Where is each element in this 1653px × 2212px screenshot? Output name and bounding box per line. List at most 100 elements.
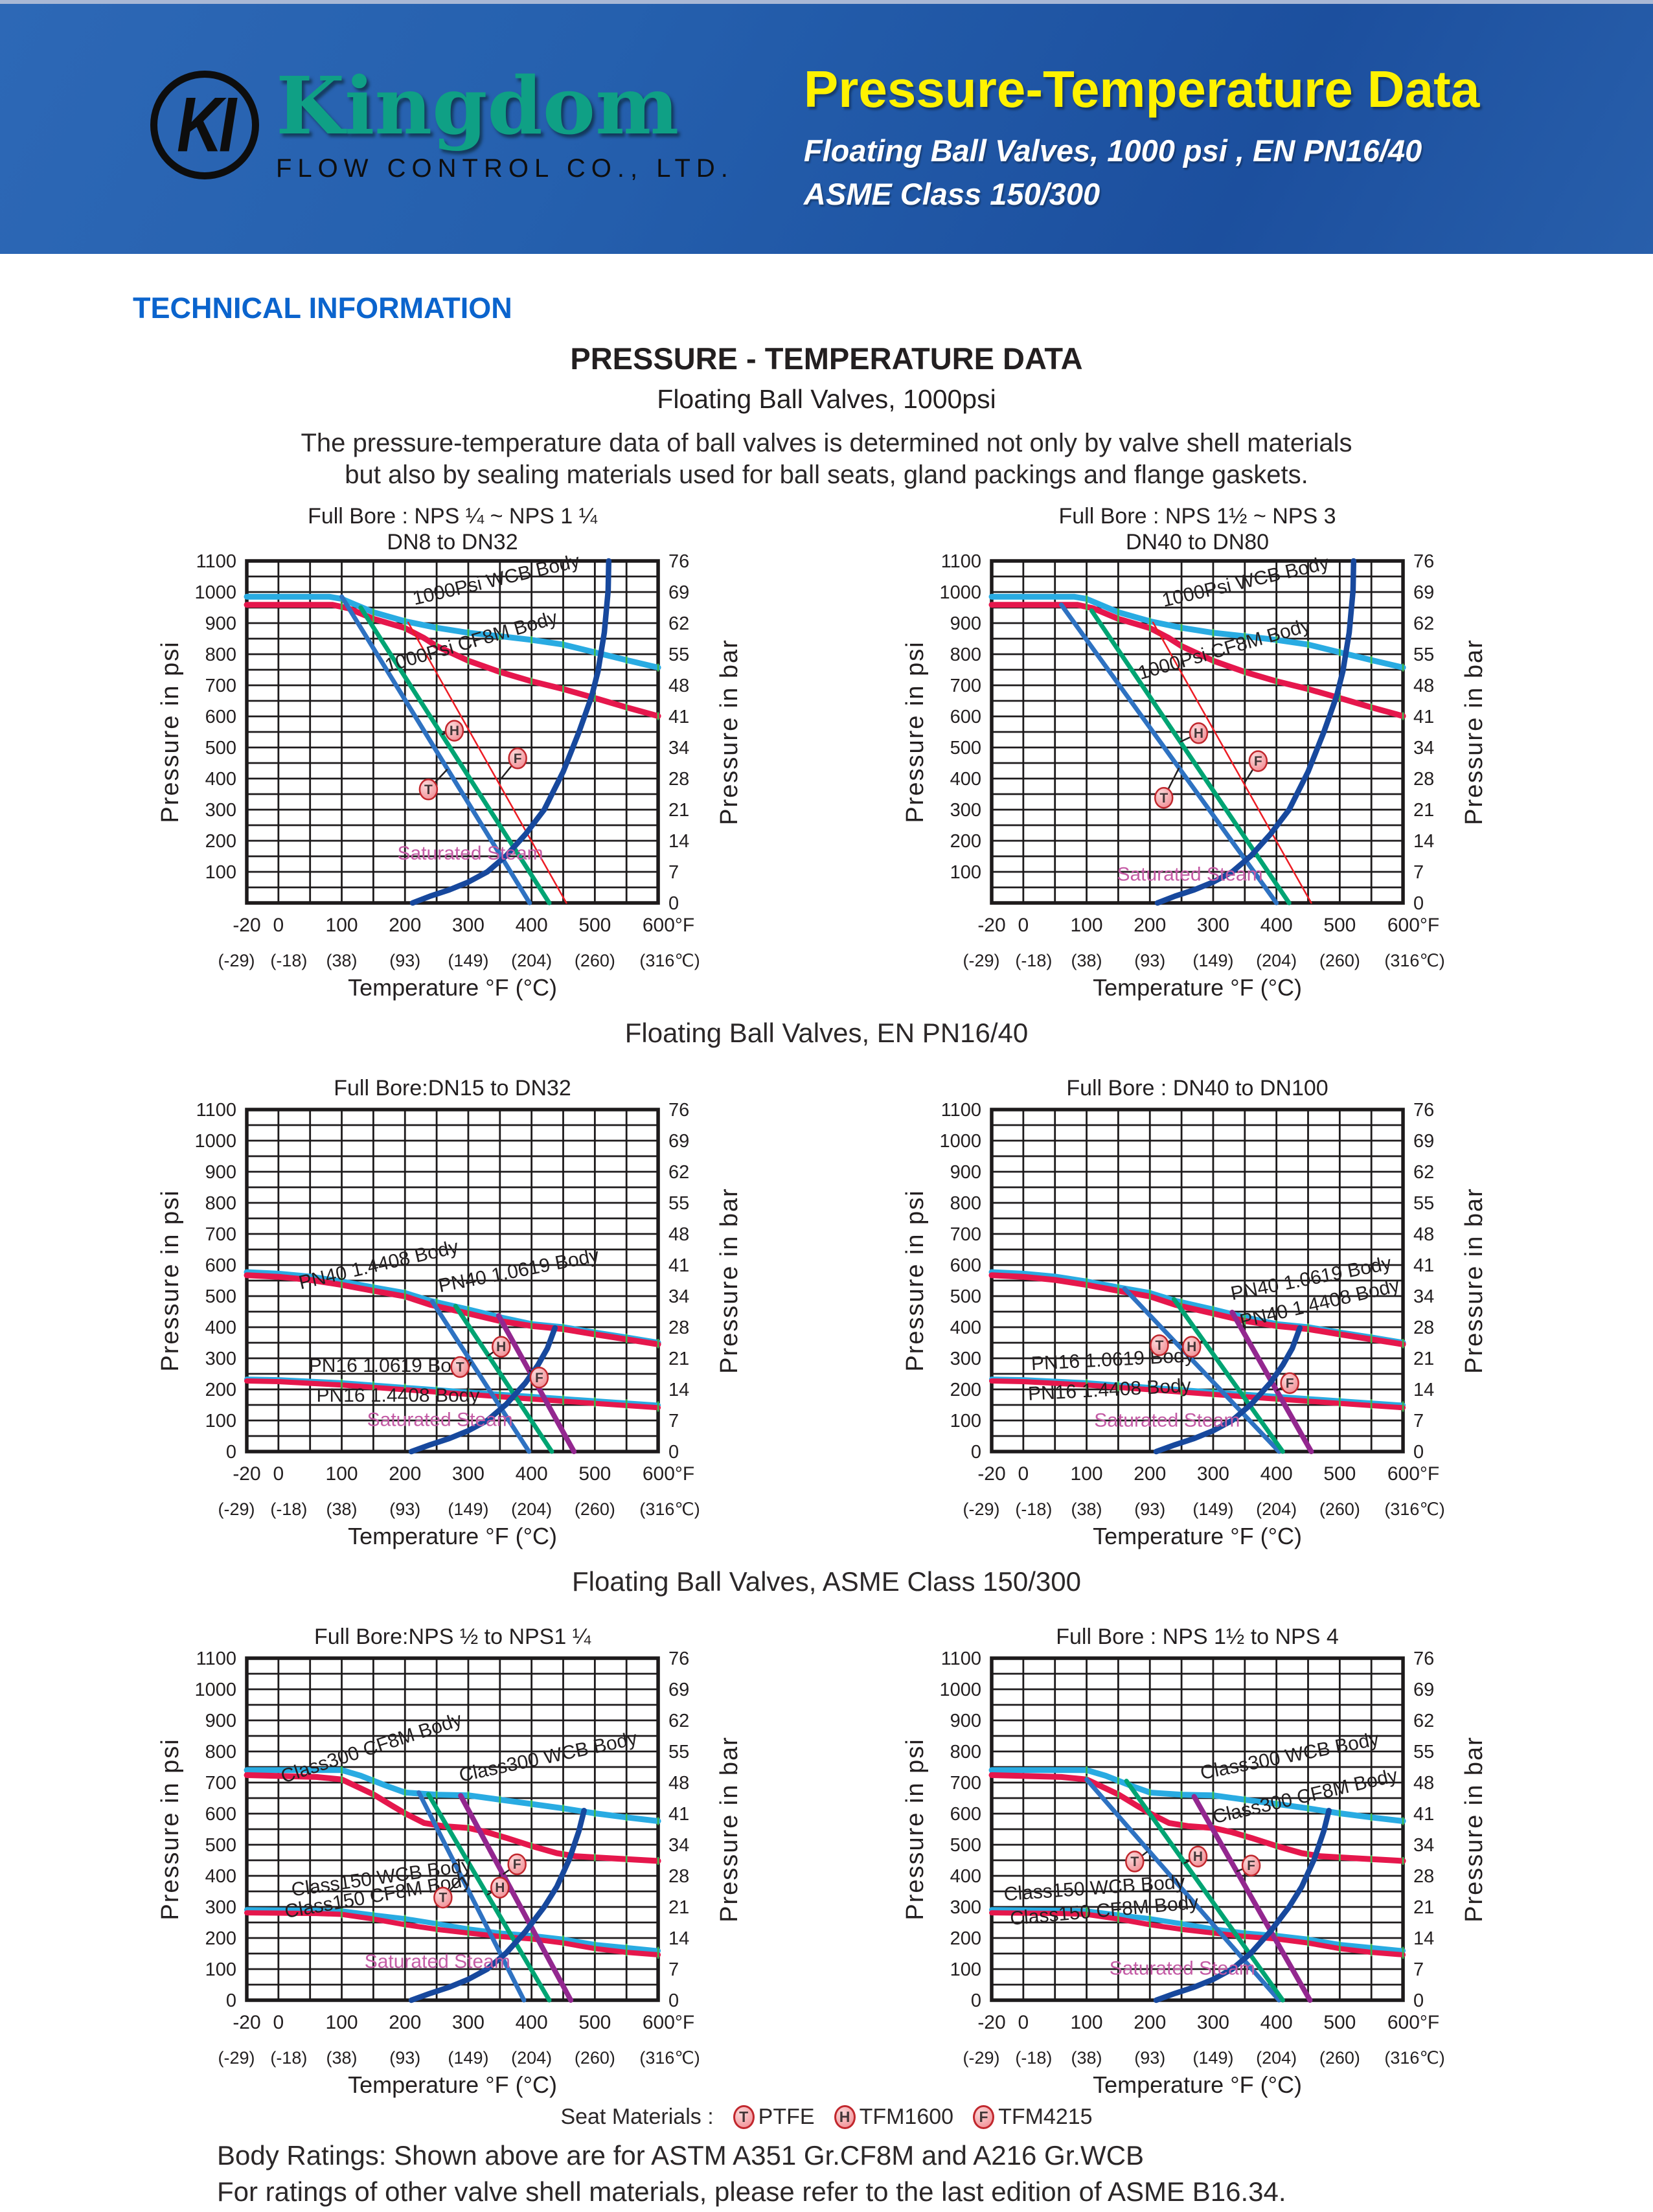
bar-tick: 21 <box>1413 1349 1434 1369</box>
bar-tick: 76 <box>1413 551 1434 572</box>
seat-marker-letter: H <box>1193 1849 1203 1864</box>
celsius-tick: (149) <box>448 1499 488 1519</box>
bar-tick: 76 <box>668 1648 689 1669</box>
celsius-tick: (93) <box>1134 2048 1165 2068</box>
pt-chart-nps-1half-to-3: 1002003004005006007008009001000110007142… <box>902 504 1488 1001</box>
psi-tick: 1100 <box>941 551 981 572</box>
chart-pn-dn40-dn100: 0 100 200 300 400 500 600 700 800 900 1000 1100 0 7 14… <box>895 1050 1503 1552</box>
celsius-tick: (-29) <box>218 1499 255 1519</box>
psi-tick: 800 <box>950 644 981 665</box>
curve-label-saturated-steam: Saturated Steam <box>398 842 543 863</box>
seat-marker-letter: F <box>1247 1858 1255 1873</box>
seat-marker-letter: H <box>1194 726 1203 741</box>
plot-border <box>245 1107 660 1454</box>
bar-tick: 62 <box>668 613 689 634</box>
x-axis-title: Temperature °F (°C) <box>348 1523 557 1549</box>
bar-tick: 41 <box>1413 1255 1434 1276</box>
section-title-asme-class: Floating Ball Valves, ASME Class 150/300 <box>572 1566 1081 1597</box>
curve-label-saturated-steam: Saturated Steam <box>1117 863 1262 885</box>
celsius-tick: (38) <box>1071 951 1102 970</box>
fahrenheit-tick: 400 <box>1260 915 1293 936</box>
bar-tick: 62 <box>668 1162 689 1183</box>
bar-tick: 41 <box>668 707 689 727</box>
psi-tick: 200 <box>205 831 236 852</box>
psi-tick: 900 <box>205 613 236 634</box>
x-axis-title: Temperature °F (°C) <box>1093 974 1302 1001</box>
celsius-tick: (38) <box>326 2048 358 2068</box>
plot-border <box>990 1656 1405 2002</box>
fahrenheit-tick: 100 <box>326 2012 358 2033</box>
intro-paragraph-line1: The pressure-temperature data of ball va… <box>301 429 1352 457</box>
celsius-tick: (316℃) <box>1384 951 1444 970</box>
psi-tick: 400 <box>205 769 236 790</box>
celsius-tick: (-18) <box>1015 951 1052 970</box>
chart-1000psi-large-bore: 100 200 300 400 500 600 700 800 900 1000 1100 0 7 14 2… <box>895 501 1503 1003</box>
series-tfm4215-seat-limit <box>458 1792 574 2003</box>
psi-tick: 1100 <box>196 551 236 572</box>
psi-tick: 500 <box>205 1835 236 1856</box>
fahrenheit-tick: -20 <box>977 1463 1005 1485</box>
body-ratings-note: Body Ratings: Shown above are for ASTM A… <box>217 2139 1145 2171</box>
banner-titles: Pressure-Temperature Data Floating Ball … <box>804 61 1479 216</box>
x-axis-title: Temperature °F (°C) <box>348 2071 557 2098</box>
celsius-tick: (-18) <box>1015 2048 1052 2068</box>
celsius-tick: (260) <box>575 951 615 970</box>
fahrenheit-tick: 400 <box>516 915 548 936</box>
bar-tick: 62 <box>1413 613 1434 634</box>
bar-tick: 7 <box>1413 1411 1424 1431</box>
psi-tick: 500 <box>950 1835 981 1856</box>
document-title: Pressure-Temperature Data <box>803 60 1480 118</box>
seat-marker-h-icon <box>490 1876 510 1898</box>
page-banner: KI Kingdom FLOW CONTROL CO., LTD. Pressu… <box>0 0 1653 254</box>
chart-class-small-bore: 0 100 200 300 400 500 600 700 800 900 1000 1100 0 7 14… <box>150 1599 758 2101</box>
section-title-en-pn1640: Floating Ball Valves, EN PN16/40 <box>624 1017 1029 1048</box>
fahrenheit-tick: 600°F <box>643 2012 694 2033</box>
seat-marker-letter: T <box>456 1360 464 1374</box>
y-right-axis-title: Pressure in bar <box>1461 1736 1488 1922</box>
psi-tick: 400 <box>950 1317 981 1338</box>
bar-tick: 0 <box>668 893 679 914</box>
psi-tick: 600 <box>950 1804 981 1825</box>
psi-tick: 700 <box>950 1224 981 1245</box>
psi-tick: 100 <box>950 862 981 883</box>
series-tfm1600-seat-limit <box>453 1303 554 1454</box>
chart-row-en-pn1640: 0 100 200 300 400 500 600 700 800 900 1000 1100 0 7 14… <box>150 1050 1503 1552</box>
seat-marker-letter: T <box>439 1890 447 1905</box>
celsius-tick: (149) <box>1192 2048 1233 2068</box>
y-right-axis-title: Pressure in bar <box>1461 1187 1488 1374</box>
chart-title: Full Bore : NPS 1½ to NPS 4 <box>1056 1625 1339 1649</box>
celsius-tick: (260) <box>1319 1499 1360 1519</box>
seat-marker-f-icon <box>508 747 527 770</box>
celsius-tick: (316℃) <box>1384 2048 1444 2068</box>
series-ptfe-seat-limit <box>429 1299 532 1454</box>
page-subheading: Floating Ball Valves, 1000psi <box>657 384 996 414</box>
chart-title: Full Bore:NPS ½ to NPS1 ¼ <box>314 1625 591 1649</box>
x-axis-title: Temperature °F (°C) <box>1093 2071 1302 2098</box>
fahrenheit-tick: 500 <box>578 1463 611 1485</box>
bar-tick: 0 <box>668 1442 679 1463</box>
psi-tick: 800 <box>205 1193 236 1214</box>
fahrenheit-tick: 500 <box>578 2012 611 2033</box>
celsius-tick: (93) <box>1134 1499 1165 1519</box>
celsius-tick: (38) <box>1071 1499 1102 1519</box>
seat-marker-h-icon <box>1188 1845 1208 1867</box>
bar-tick: 48 <box>1413 676 1434 696</box>
celsius-tick: (-29) <box>218 951 255 970</box>
pt-chart-dn40-to-dn100: 0100200300400500600700800900100011000714… <box>902 1076 1488 1549</box>
bar-tick: 21 <box>668 1897 689 1918</box>
psi-tick: 500 <box>950 738 981 758</box>
x-axis-title: Temperature °F (°C) <box>1093 1523 1302 1549</box>
celsius-tick: (204) <box>511 1499 552 1519</box>
seat-marker-letter: H <box>496 1340 506 1354</box>
bar-tick: 21 <box>668 1349 689 1369</box>
psi-tick: 600 <box>205 1255 236 1276</box>
bar-tick: 55 <box>668 644 689 665</box>
pt-chart-dn15-to-dn32: 0100200300400500600700800900100011000714… <box>157 1076 743 1549</box>
bar-tick: 21 <box>1413 1897 1434 1918</box>
bar-tick: 14 <box>1413 1928 1434 1949</box>
psi-tick: 600 <box>950 1255 981 1276</box>
psi-tick: 400 <box>205 1866 236 1887</box>
fahrenheit-tick: 600°F <box>643 1463 694 1485</box>
celsius-tick: (204) <box>511 2048 552 2068</box>
celsius-tick: (93) <box>389 1499 420 1519</box>
